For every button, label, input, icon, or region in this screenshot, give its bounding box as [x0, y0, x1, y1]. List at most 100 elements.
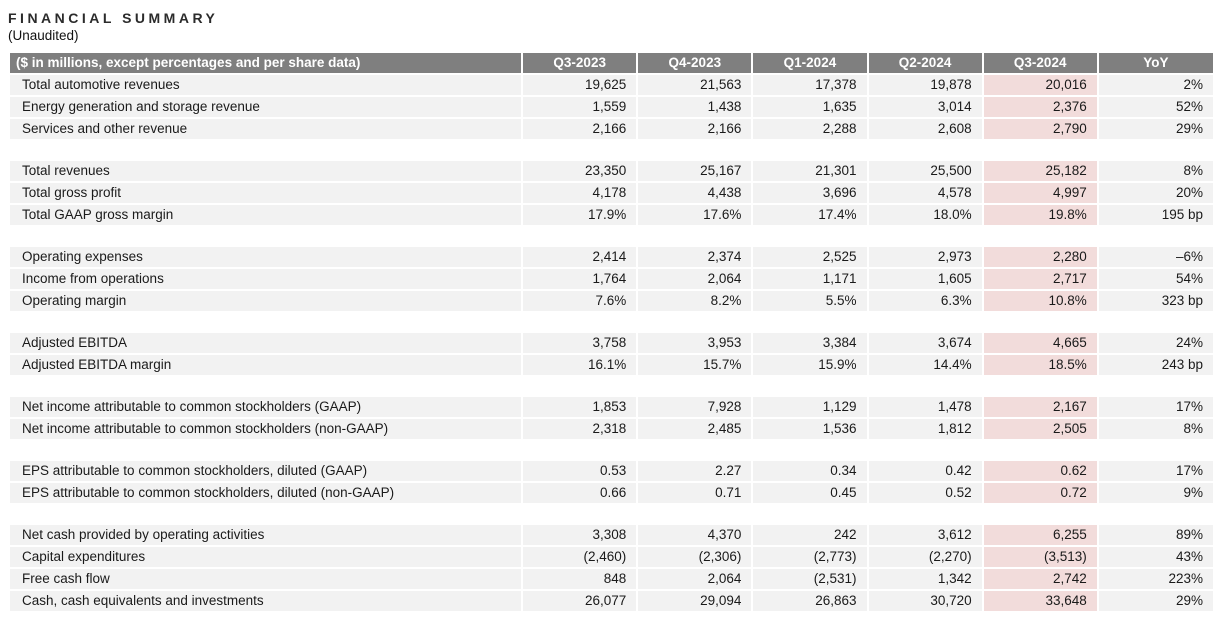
- header-col-q3-2024: Q3-2024: [983, 53, 1097, 73]
- value-cell: 2,525: [753, 247, 867, 267]
- value-cell: 18.0%: [868, 205, 982, 225]
- yoy-value-cell: 323 bp: [1098, 291, 1213, 311]
- value-cell: 18.5%: [983, 355, 1097, 375]
- table-row: Net cash provided by operating activitie…: [10, 525, 1213, 545]
- row-label: Net cash provided by operating activitie…: [10, 525, 522, 545]
- value-cell: 2,288: [753, 119, 867, 139]
- table-row: Net income attributable to common stockh…: [10, 419, 1213, 439]
- value-cell: 848: [523, 569, 637, 589]
- value-cell: 1,478: [868, 397, 982, 417]
- row-label: Operating margin: [10, 291, 522, 311]
- value-cell: 7.6%: [523, 291, 637, 311]
- value-cell: 1,171: [753, 269, 867, 289]
- yoy-value-cell: 17%: [1098, 461, 1213, 481]
- value-cell: 2,505: [983, 419, 1097, 439]
- value-cell: 0.62: [983, 461, 1097, 481]
- value-cell: 0.53: [523, 461, 637, 481]
- value-cell: 2,166: [638, 119, 752, 139]
- value-cell: 2,742: [983, 569, 1097, 589]
- row-label: Cash, cash equivalents and investments: [10, 591, 522, 611]
- yoy-value-cell: 2%: [1098, 75, 1213, 95]
- table-row: Operating expenses 2,414 2,374 2,525 2,973 2,…: [10, 247, 1213, 267]
- value-cell: (2,773): [753, 547, 867, 567]
- value-cell: (2,270): [868, 547, 982, 567]
- value-cell: 4,438: [638, 183, 752, 203]
- value-cell: 1,853: [523, 397, 637, 417]
- value-cell: 20,016: [983, 75, 1097, 95]
- yoy-value-cell: 8%: [1098, 419, 1213, 439]
- value-cell: 2.27: [638, 461, 752, 481]
- row-label: Total GAAP gross margin: [10, 205, 522, 225]
- value-cell: 7,928: [638, 397, 752, 417]
- page-title: FINANCIAL SUMMARY: [8, 10, 219, 26]
- section-spacer: [10, 313, 1213, 331]
- yoy-value-cell: 20%: [1098, 183, 1213, 203]
- header-col-q4-2023: Q4-2023: [638, 53, 752, 73]
- table-row: Adjusted EBITDA margin 16.1% 15.7% 15.9% 14.…: [10, 355, 1213, 375]
- yoy-value-cell: 29%: [1098, 119, 1213, 139]
- row-label: Capital expenditures: [10, 547, 522, 567]
- value-cell: 4,665: [983, 333, 1097, 353]
- value-cell: 0.72: [983, 483, 1097, 503]
- value-cell: 1,536: [753, 419, 867, 439]
- value-cell: 0.45: [753, 483, 867, 503]
- value-cell: 21,301: [753, 161, 867, 181]
- value-cell: 1,812: [868, 419, 982, 439]
- section-spacer: [10, 227, 1213, 245]
- table-row: Cash, cash equivalents and investments 26…: [10, 591, 1213, 611]
- table-row: Operating margin 7.6% 8.2% 5.5% 6.3% 10.8% 323…: [10, 291, 1213, 311]
- table-row: Adjusted EBITDA 3,758 3,953 3,384 3,674 4,665…: [10, 333, 1213, 353]
- table-body: Total automotive revenues 19,625 21,563 17,…: [10, 75, 1213, 611]
- value-cell: 0.52: [868, 483, 982, 503]
- value-cell: 2,167: [983, 397, 1097, 417]
- table-row: EPS attributable to common stockholders,…: [10, 483, 1213, 503]
- value-cell: 242: [753, 525, 867, 545]
- yoy-value-cell: 54%: [1098, 269, 1213, 289]
- yoy-value-cell: 89%: [1098, 525, 1213, 545]
- row-label: Services and other revenue: [10, 119, 522, 139]
- yoy-value-cell: 223%: [1098, 569, 1213, 589]
- value-cell: 4,578: [868, 183, 982, 203]
- value-cell: 17.6%: [638, 205, 752, 225]
- value-cell: 25,500: [868, 161, 982, 181]
- value-cell: 6,255: [983, 525, 1097, 545]
- value-cell: 3,384: [753, 333, 867, 353]
- value-cell: 3,696: [753, 183, 867, 203]
- row-label: EPS attributable to common stockholders,…: [10, 461, 522, 481]
- value-cell: 0.42: [868, 461, 982, 481]
- value-cell: 1,342: [868, 569, 982, 589]
- value-cell: 26,077: [523, 591, 637, 611]
- value-cell: 21,563: [638, 75, 752, 95]
- value-cell: 2,973: [868, 247, 982, 267]
- table-row: Energy generation and storage revenue 1,5…: [10, 97, 1213, 117]
- value-cell: 3,612: [868, 525, 982, 545]
- value-cell: 29,094: [638, 591, 752, 611]
- table-row: Capital expenditures (2,460) (2,306) (2,773…: [10, 547, 1213, 567]
- section-spacer: [10, 377, 1213, 395]
- value-cell: 1,635: [753, 97, 867, 117]
- value-cell: 3,014: [868, 97, 982, 117]
- value-cell: 3,674: [868, 333, 982, 353]
- section-spacer: [10, 141, 1213, 159]
- row-label: Operating expenses: [10, 247, 522, 267]
- header-col-yoy: YoY: [1098, 53, 1213, 73]
- value-cell: 15.9%: [753, 355, 867, 375]
- value-cell: 6.3%: [868, 291, 982, 311]
- value-cell: 10.8%: [983, 291, 1097, 311]
- value-cell: 1,605: [868, 269, 982, 289]
- row-label: Net income attributable to common stockh…: [10, 419, 522, 439]
- value-cell: 3,758: [523, 333, 637, 353]
- yoy-value-cell: 29%: [1098, 591, 1213, 611]
- value-cell: 2,064: [638, 569, 752, 589]
- value-cell: 5.5%: [753, 291, 867, 311]
- row-label: Total revenues: [10, 161, 522, 181]
- row-label: Energy generation and storage revenue: [10, 97, 522, 117]
- yoy-value-cell: 17%: [1098, 397, 1213, 417]
- value-cell: 2,414: [523, 247, 637, 267]
- value-cell: 23,350: [523, 161, 637, 181]
- value-cell: 16.1%: [523, 355, 637, 375]
- value-cell: 4,370: [638, 525, 752, 545]
- table-row: Total gross profit 4,178 4,438 3,696 4,578 4,…: [10, 183, 1213, 203]
- value-cell: 3,308: [523, 525, 637, 545]
